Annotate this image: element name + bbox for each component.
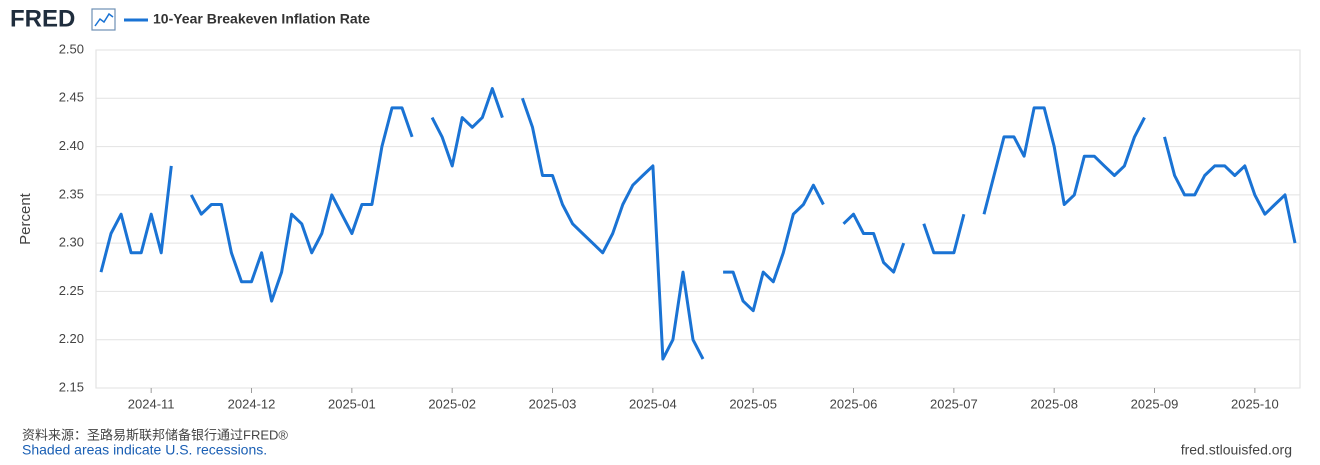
y-tick-label: 2.30 <box>59 235 84 250</box>
x-tick-label: 2025-03 <box>529 396 577 411</box>
x-tick-label: 2024-12 <box>228 396 276 411</box>
x-tick-label: 2025-05 <box>729 396 777 411</box>
y-tick-label: 2.50 <box>59 41 84 56</box>
y-tick-label: 2.35 <box>59 186 84 201</box>
legend-label: 10-Year Breakeven Inflation Rate <box>153 11 370 27</box>
x-tick-label: 2025-04 <box>629 396 677 411</box>
logo: FRED <box>10 5 75 32</box>
plot-area <box>95 49 1301 389</box>
y-tick-label: 2.45 <box>59 90 84 105</box>
y-tick-label: 2.15 <box>59 379 84 394</box>
logo-icon <box>91 8 116 31</box>
x-tick-label: 2025-07 <box>930 396 978 411</box>
x-tick-label: 2025-09 <box>1131 396 1179 411</box>
data-line <box>99 87 1297 361</box>
y-tick-label: 2.25 <box>59 283 84 298</box>
y-tick-label: 2.40 <box>59 138 84 153</box>
x-tick-label: 2025-02 <box>428 396 476 411</box>
x-tick-label: 2025-01 <box>328 396 376 411</box>
source-note: 资料来源：圣路易斯联邦储备银行通过FRED® <box>22 427 288 442</box>
x-tick-label: 2025-10 <box>1231 396 1279 411</box>
x-tick-label: 2025-08 <box>1030 396 1078 411</box>
site-link[interactable]: fred.stlouisfed.org <box>1181 442 1292 458</box>
x-tick-label: 2025-06 <box>830 396 878 411</box>
x-tick-label: 2024-11 <box>128 396 175 411</box>
y-tick-label: 2.20 <box>59 331 84 346</box>
y-axis-label: Percent <box>17 192 34 245</box>
recession-note[interactable]: Shaded areas indicate U.S. recessions. <box>22 442 267 458</box>
